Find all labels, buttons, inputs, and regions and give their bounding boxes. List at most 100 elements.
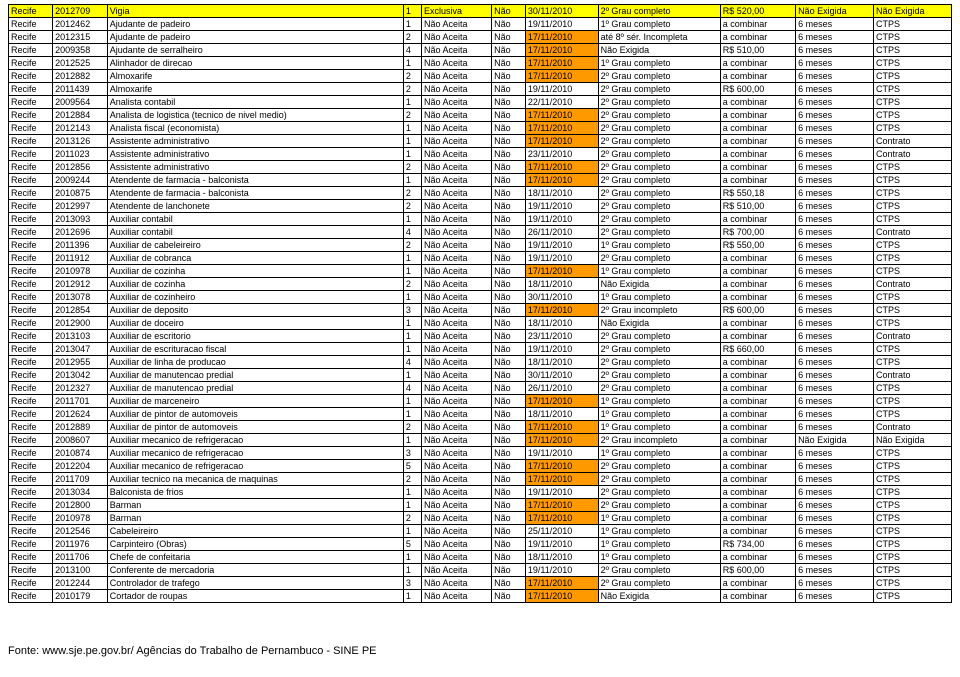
table-cell: 6 meses (796, 382, 874, 395)
table-cell: a combinar (720, 57, 795, 70)
table-cell: Recife (9, 538, 53, 551)
table-row: Recife2013093Auxiliar contabil1Não Aceit… (9, 213, 952, 226)
table-cell: 2009564 (53, 96, 108, 109)
table-cell: 2 (403, 421, 421, 434)
table-cell: a combinar (720, 174, 795, 187)
table-cell: Auxiliar de cabeleireiro (107, 239, 403, 252)
table-cell: CTPS (873, 486, 951, 499)
table-cell: 2012955 (53, 356, 108, 369)
table-cell: 17/11/2010 (525, 109, 598, 122)
table-cell: Não (492, 122, 526, 135)
table-cell: Recife (9, 57, 53, 70)
table-cell: 1 (403, 135, 421, 148)
table-cell: 1 (403, 395, 421, 408)
table-cell: Não Aceita (422, 161, 492, 174)
table-cell: 17/11/2010 (525, 31, 598, 44)
table-cell: 6 meses (796, 577, 874, 590)
table-cell: Recife (9, 122, 53, 135)
table-cell: Não (492, 44, 526, 57)
table-cell: 6 meses (796, 200, 874, 213)
table-cell: 6 meses (796, 486, 874, 499)
table-cell: 6 meses (796, 239, 874, 252)
table-cell: 2010978 (53, 512, 108, 525)
table-cell: Auxiliar de cozinha (107, 278, 403, 291)
table-cell: a combinar (720, 148, 795, 161)
table-cell: Recife (9, 434, 53, 447)
jobs-table: Recife2012709Vigia1ExclusivaNão30/11/201… (8, 4, 952, 603)
table-cell: 17/11/2010 (525, 265, 598, 278)
table-cell: Não Aceita (422, 434, 492, 447)
table-cell: Não Aceita (422, 564, 492, 577)
table-cell: Recife (9, 109, 53, 122)
table-cell: 2010874 (53, 447, 108, 460)
table-cell: Recife (9, 343, 53, 356)
table-cell: Não Aceita (422, 174, 492, 187)
table-cell: 17/11/2010 (525, 577, 598, 590)
table-cell: a combinar (720, 317, 795, 330)
table-cell: Recife (9, 31, 53, 44)
table-cell: Recife (9, 70, 53, 83)
table-cell: 2012854 (53, 304, 108, 317)
table-cell: Recife (9, 486, 53, 499)
table-cell: Não Aceita (422, 44, 492, 57)
table-cell: Auxiliar de marceneiro (107, 395, 403, 408)
table-cell: 19/11/2010 (525, 18, 598, 31)
table-cell: 6 meses (796, 252, 874, 265)
table-cell: 1 (403, 291, 421, 304)
table-cell: 2012525 (53, 57, 108, 70)
table-cell: Auxiliar de doceiro (107, 317, 403, 330)
table-cell: CTPS (873, 525, 951, 538)
table-cell: 6 meses (796, 590, 874, 603)
table-cell: 2012315 (53, 31, 108, 44)
table-row: Recife2011706Chefe de confeitaria1Não Ac… (9, 551, 952, 564)
table-cell: Não Aceita (422, 57, 492, 70)
table-cell: 17/11/2010 (525, 395, 598, 408)
table-cell: Recife (9, 200, 53, 213)
table-cell: 6 meses (796, 148, 874, 161)
table-cell: 1º Grau completo (598, 538, 720, 551)
table-cell: 2º Grau completo (598, 382, 720, 395)
table-cell: 1 (403, 265, 421, 278)
table-cell: R$ 510,00 (720, 44, 795, 57)
table-cell: 1 (403, 590, 421, 603)
table-cell: Não (492, 395, 526, 408)
table-row: Recife2013034Balconista de frios1Não Ace… (9, 486, 952, 499)
table-cell: 2009358 (53, 44, 108, 57)
table-cell: 1 (403, 317, 421, 330)
table-cell: Não (492, 109, 526, 122)
table-cell: Não (492, 460, 526, 473)
table-cell: 26/11/2010 (525, 382, 598, 395)
table-cell: 6 meses (796, 330, 874, 343)
table-cell: Não Aceita (422, 83, 492, 96)
table-cell: 2012546 (53, 525, 108, 538)
table-cell: 2012889 (53, 421, 108, 434)
table-cell: 2º Grau completo (598, 70, 720, 83)
table-row: Recife2008607Auxiliar mecanico de refrig… (9, 434, 952, 447)
table-cell: 2011709 (53, 473, 108, 486)
table-cell: Não (492, 590, 526, 603)
table-cell: CTPS (873, 460, 951, 473)
table-cell: 2º Grau completo (598, 343, 720, 356)
table-cell: Auxiliar de cozinheiro (107, 291, 403, 304)
table-cell: Recife (9, 499, 53, 512)
footer-source: Fonte: www.sje.pe.gov.br/ Agências do Tr… (8, 645, 952, 657)
table-row: Recife2010179Cortador de roupas1Não Acei… (9, 590, 952, 603)
table-row: Recife2012955Auxiliar de linha de produc… (9, 356, 952, 369)
table-cell: 2010179 (53, 590, 108, 603)
table-cell: 5 (403, 538, 421, 551)
table-cell: 2 (403, 278, 421, 291)
table-cell: 2 (403, 31, 421, 44)
table-cell: Contrato (873, 226, 951, 239)
table-cell: Auxiliar de pintor de automoveis (107, 421, 403, 434)
table-cell: 2013047 (53, 343, 108, 356)
table-cell: Recife (9, 551, 53, 564)
table-cell: CTPS (873, 538, 951, 551)
table-row: Recife2013042Auxiliar de manutencao pred… (9, 369, 952, 382)
table-cell: 23/11/2010 (525, 330, 598, 343)
table-cell: 1 (403, 5, 421, 18)
table-cell: 2º Grau completo (598, 473, 720, 486)
table-cell: CTPS (873, 200, 951, 213)
table-cell: a combinar (720, 161, 795, 174)
table-cell: 2 (403, 83, 421, 96)
table-cell: Não (492, 356, 526, 369)
